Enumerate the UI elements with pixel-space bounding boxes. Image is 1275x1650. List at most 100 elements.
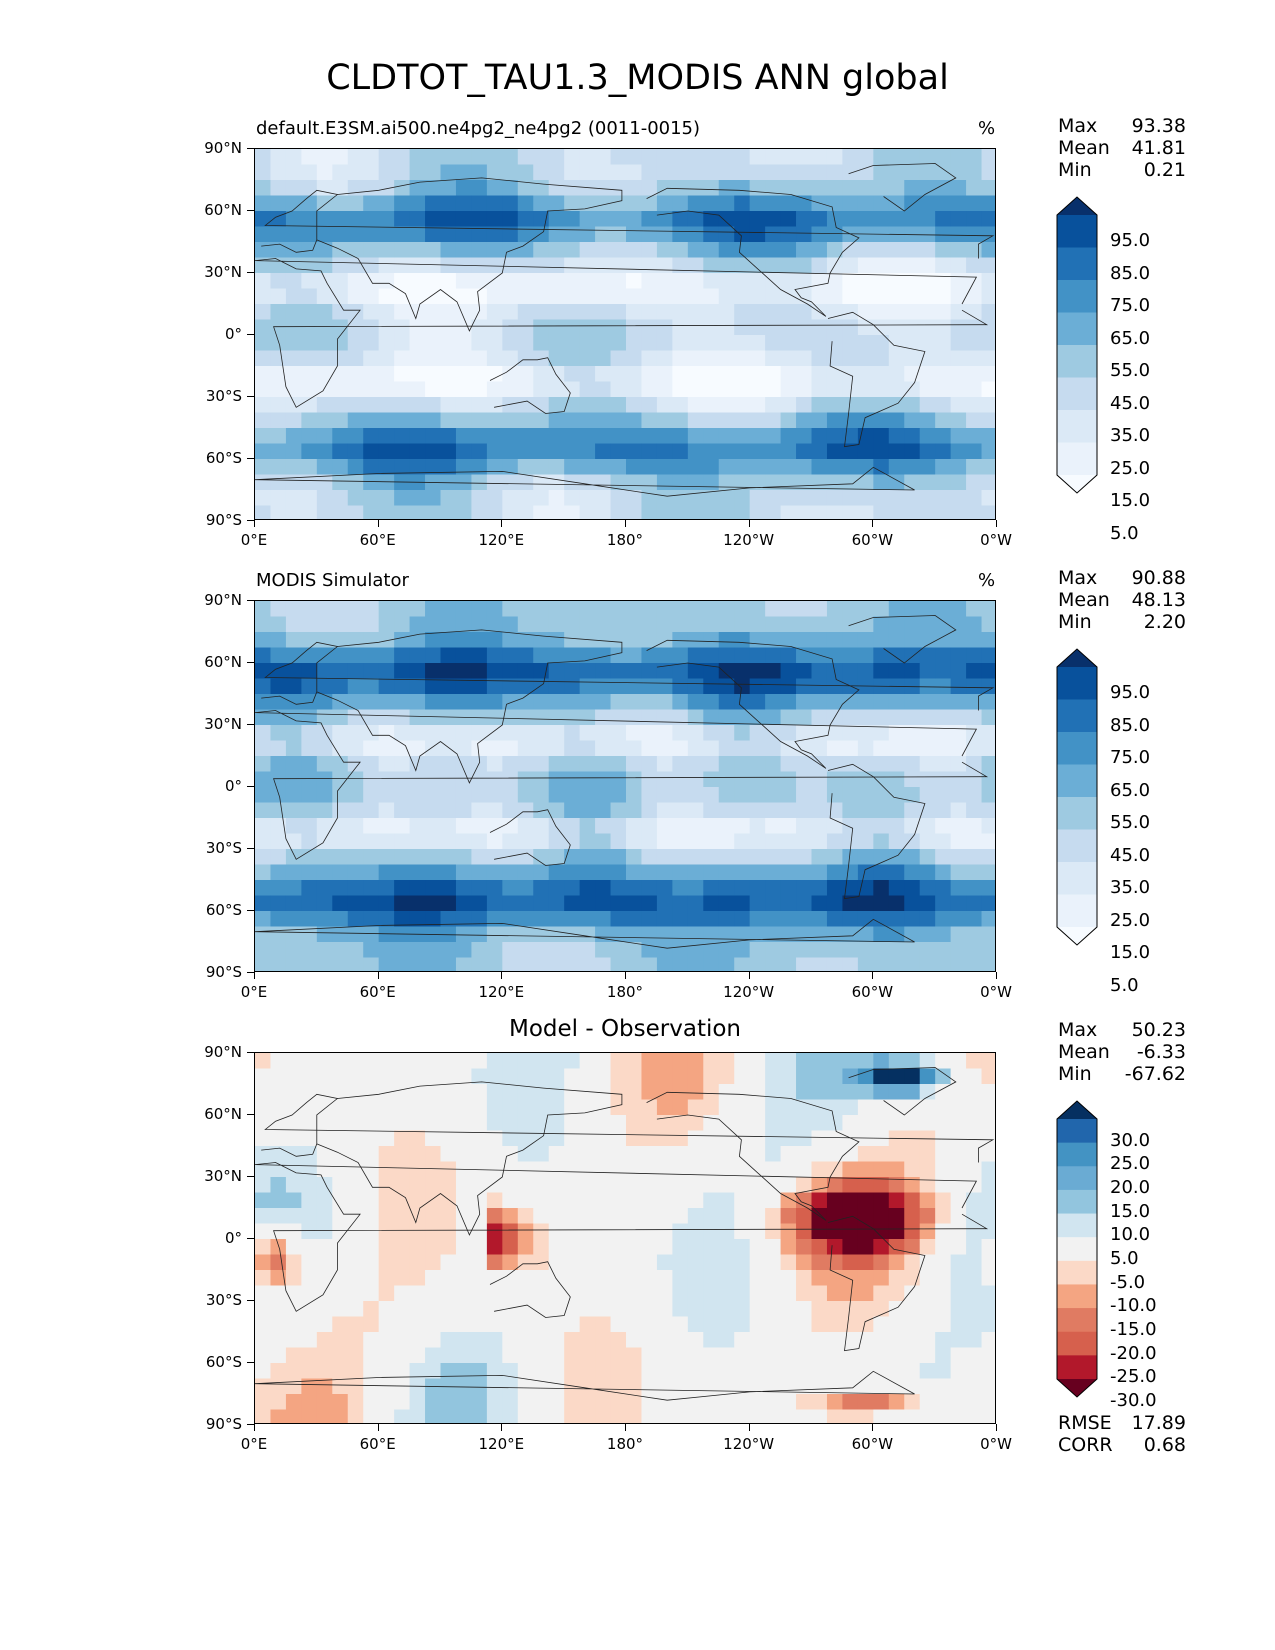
field-cell (981, 412, 995, 429)
field-cell (564, 1223, 581, 1240)
field-cell (703, 505, 720, 519)
field-cell (363, 678, 380, 695)
field-cell (656, 1068, 673, 1085)
colorbar-outline (1056, 648, 1098, 946)
field-cell (363, 1254, 380, 1271)
field-cell (749, 663, 766, 680)
field-cell (378, 1270, 395, 1287)
field-cell (595, 864, 612, 881)
field-cell (564, 1332, 581, 1349)
field-cell (378, 242, 395, 259)
field-cell (703, 1409, 720, 1423)
field-cell (316, 740, 333, 757)
field-cell (270, 490, 287, 507)
field-cell (486, 771, 503, 788)
coastline (255, 918, 915, 949)
field-cell (981, 647, 995, 664)
field-cell (687, 288, 704, 305)
field-cell (595, 1068, 612, 1085)
field-cell (378, 1347, 395, 1364)
field-cell (332, 864, 349, 881)
field-cell (409, 1394, 426, 1411)
field-cell (919, 616, 936, 633)
stat-value: 93.38 (1131, 115, 1186, 137)
field-cell (440, 1130, 457, 1147)
field-cell (301, 833, 318, 850)
field-cell (471, 1192, 488, 1209)
field-cell (394, 647, 411, 664)
field-cell (502, 428, 519, 445)
field-cell (842, 1301, 859, 1318)
field-cell (626, 397, 643, 414)
field-cell (888, 880, 905, 897)
field-cell (672, 1177, 689, 1194)
field-cell (626, 1177, 643, 1194)
field-cell (641, 709, 658, 726)
field-cell (842, 1363, 859, 1380)
field-cell (502, 164, 519, 181)
field-cell (409, 694, 426, 711)
field-cell (873, 211, 890, 228)
field-cell (656, 1223, 673, 1240)
field-cell (579, 474, 596, 491)
field-cell (703, 911, 720, 928)
field-cell (285, 725, 302, 742)
field-cell (486, 304, 503, 321)
field-cell (966, 1208, 983, 1225)
field-cell (888, 1177, 905, 1194)
field-cell (425, 397, 442, 414)
field-cell (378, 1223, 395, 1240)
field-cell (626, 335, 643, 352)
field-cell (425, 740, 442, 757)
field-cell (703, 740, 720, 757)
field-cell (533, 632, 550, 649)
colorbar-segment (1057, 377, 1097, 411)
field-cell (842, 663, 859, 680)
field-cell (935, 211, 952, 228)
field-cell (796, 335, 813, 352)
field-cell (950, 474, 967, 491)
field-cell (610, 443, 627, 460)
field-cell (842, 740, 859, 757)
field-cell (734, 1270, 751, 1287)
field-cell (440, 1084, 457, 1101)
field-cell (641, 319, 658, 336)
colorbar-label: 65.0 (1110, 327, 1151, 349)
field-cell (626, 1378, 643, 1395)
field-cell (687, 443, 704, 460)
field-cell (409, 849, 426, 866)
field-cell (440, 787, 457, 804)
colorbar-segment (1057, 345, 1097, 378)
field-cell (873, 1239, 890, 1256)
field-cell (966, 288, 983, 305)
field-cell (486, 1192, 503, 1209)
field-cell (347, 1115, 364, 1132)
coastline (255, 710, 989, 860)
field-cell (316, 895, 333, 912)
field-cell (425, 833, 442, 850)
field-cell (811, 226, 828, 243)
field-cell (255, 1316, 272, 1333)
field-cell (935, 833, 952, 850)
field-cell (703, 1161, 720, 1178)
field-cell (703, 1332, 720, 1349)
field-cell (255, 412, 272, 429)
field-cell (873, 725, 890, 742)
field-cell (672, 1053, 689, 1070)
field-cell (842, 1409, 859, 1423)
field-cell (718, 1053, 735, 1070)
field-cell (517, 1053, 534, 1070)
field-cell (579, 1394, 596, 1411)
field-cell (548, 366, 565, 383)
field-cell (656, 1239, 673, 1256)
field-cell (842, 335, 859, 352)
field-cell (950, 740, 967, 757)
field-cell (316, 397, 333, 414)
field-cell (780, 366, 797, 383)
field-cell (842, 195, 859, 212)
field-cell (811, 880, 828, 897)
field-cell (672, 833, 689, 850)
field-cell (641, 412, 658, 429)
field-cell (888, 381, 905, 398)
field-cell (826, 149, 844, 166)
